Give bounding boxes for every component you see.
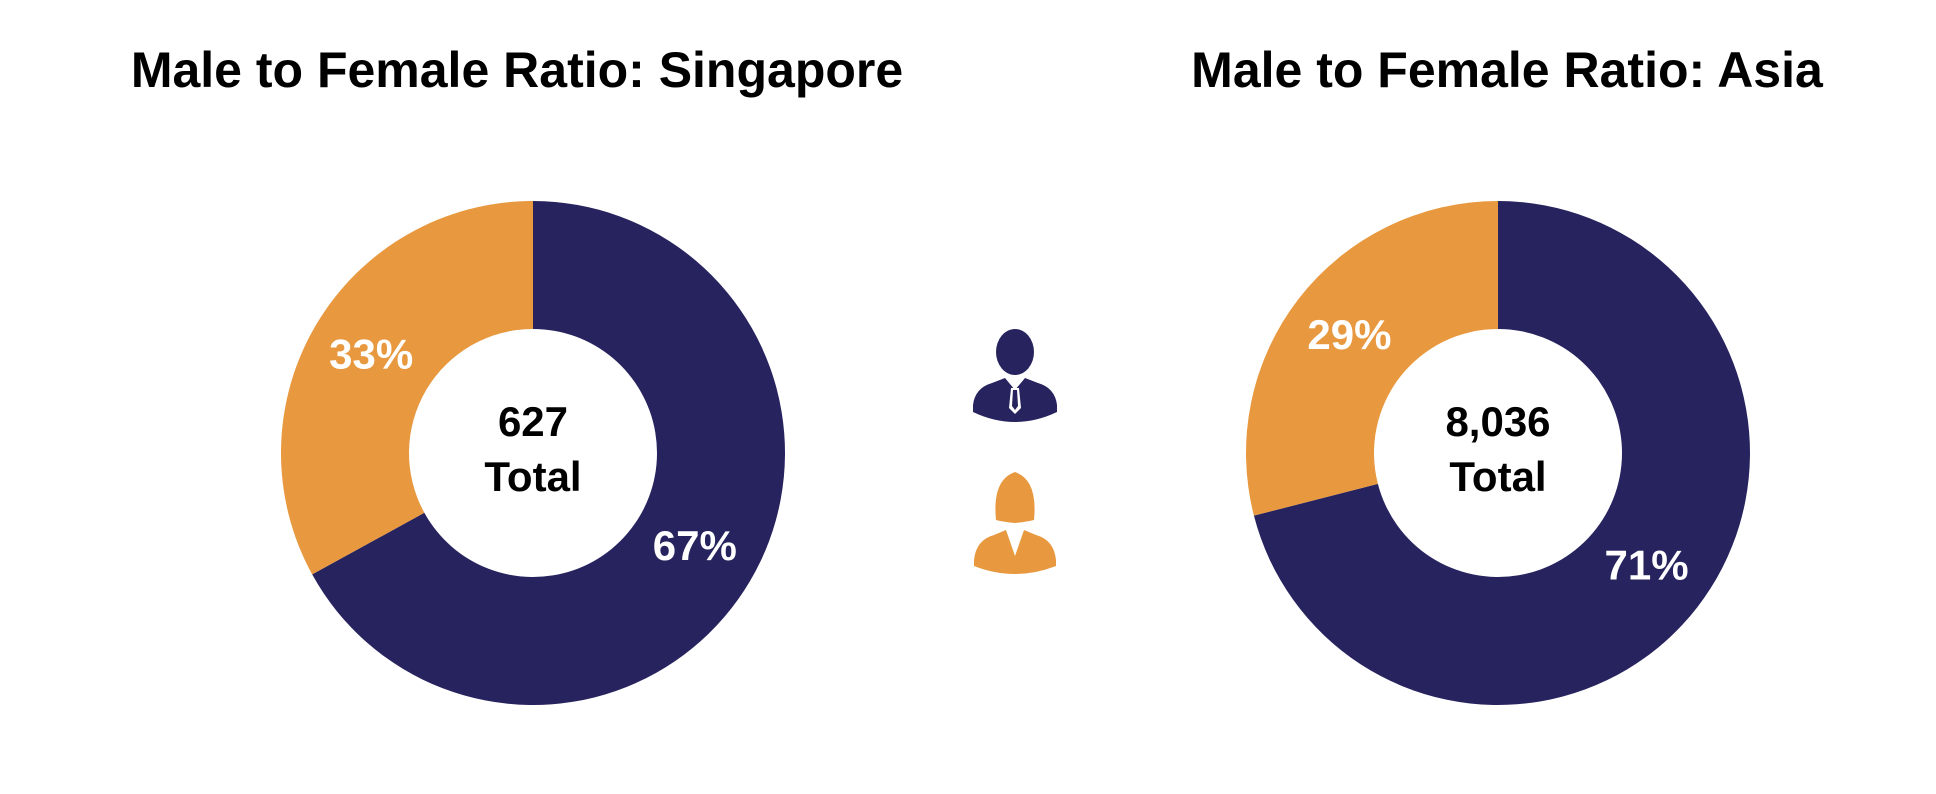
- center-total: 8,036: [1445, 398, 1550, 445]
- donut-slice: [1253, 201, 1751, 706]
- value-label: 33%: [329, 330, 413, 377]
- center-caption: Total: [1449, 453, 1546, 500]
- value-label: 67%: [653, 522, 737, 569]
- donut-slice: [280, 201, 533, 575]
- donut-slice: [1246, 201, 1498, 516]
- center-total: 627: [498, 398, 568, 445]
- center-caption: Total: [484, 453, 581, 500]
- value-label: 29%: [1307, 311, 1391, 358]
- chart-title: Male to Female Ratio: Singapore: [131, 42, 903, 98]
- chart-title: Male to Female Ratio: Asia: [1191, 42, 1824, 98]
- male-icon: [973, 329, 1057, 422]
- female-icon: [974, 472, 1056, 574]
- donut-slice: [312, 201, 785, 705]
- value-label: 71%: [1605, 541, 1689, 588]
